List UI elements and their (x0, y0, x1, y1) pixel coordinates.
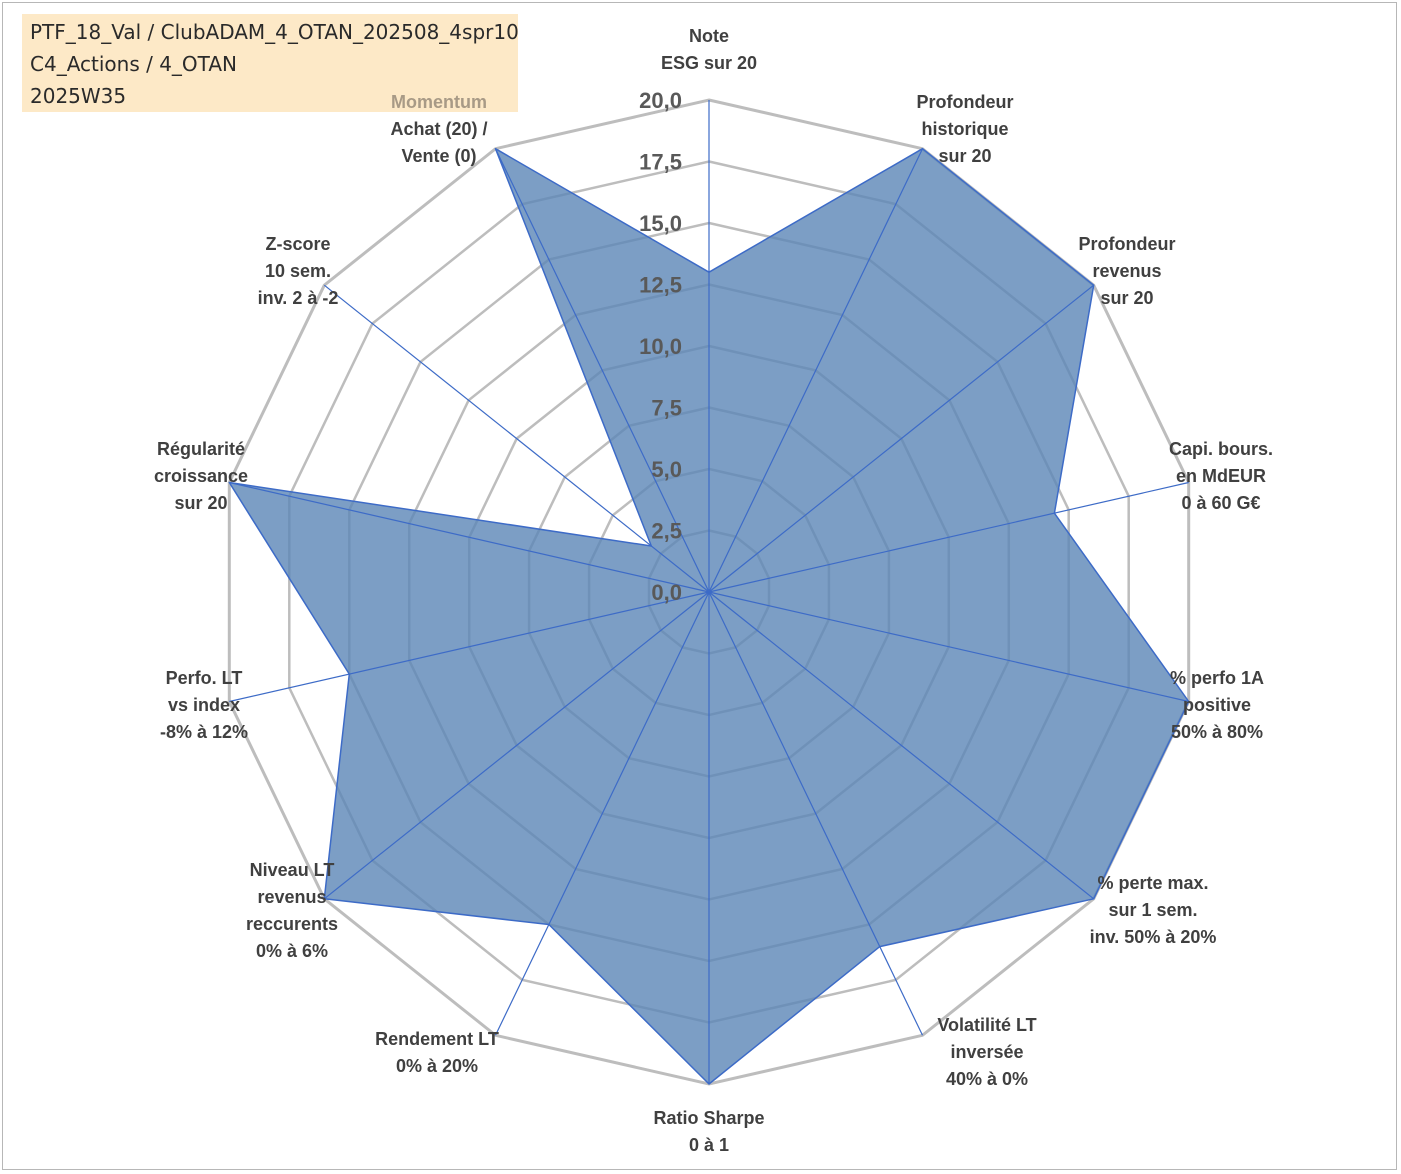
axis-label-line: historique (921, 119, 1008, 139)
axis-label-line: revenus (1092, 261, 1161, 281)
axis-label-line: Régularité (157, 439, 245, 459)
axis-label: Niveau LT revenus reccurents 0% à 6% (246, 860, 338, 961)
axis-label-line: Momentum (391, 92, 487, 112)
axis-label-line: sur 1 sem. (1108, 900, 1197, 920)
radial-tick-label: 0,0 (651, 580, 682, 605)
axis-label-line: % perte max. (1097, 873, 1208, 893)
axis-label-line: vs index (168, 695, 240, 715)
chart-info-box: PTF_18_Val / ClubADAM_4_OTAN_202508_4spr… (22, 14, 519, 112)
axis-label: Note ESG sur 20 (661, 26, 757, 73)
axis-label-line: inversée (950, 1042, 1023, 1062)
radial-spoke (229, 481, 710, 593)
axis-label: % perfo 1A positive 50% à 80% (1170, 668, 1264, 742)
axis-label-line: Achat (20) / (390, 119, 487, 139)
radial-spoke (494, 591, 710, 1036)
axis-label-line: Note (689, 26, 729, 46)
axis-label-line: -8% à 12% (160, 722, 248, 742)
axis-label-line: positive (1183, 695, 1251, 715)
axis-label-line: 0% à 20% (396, 1056, 478, 1076)
axis-label-line: Perfo. LT (166, 668, 243, 688)
axis-label-line: sur 20 (938, 146, 991, 166)
radial-spoke (708, 591, 1189, 703)
axis-label: Rendement LT 0% à 20% (375, 1029, 499, 1076)
radial-spoke (708, 148, 924, 593)
radial-spoke (229, 591, 710, 703)
axis-label: Régularité croissance sur 20 (154, 439, 248, 513)
axis-label-line: croissance (154, 466, 248, 486)
axis-label: Volatilité LT inversée 40% à 0% (937, 1015, 1036, 1089)
axis-label-line: inv. 2 à -2 (258, 288, 339, 308)
axis-label-line: Profondeur (1079, 234, 1176, 254)
axis-label: Ratio Sharpe 0 à 1 (653, 1108, 764, 1155)
radial-spoke (494, 148, 710, 593)
radial-tick-label: 20,0 (639, 88, 682, 113)
axis-label-line: Niveau LT (250, 860, 335, 880)
category-text: C4_Actions / 4_OTAN (30, 52, 237, 76)
axis-label: Momentum Achat (20) / Vente (0) (390, 92, 487, 166)
radial-tick-label: 5,0 (651, 457, 682, 482)
axis-label-line: Vente (0) (401, 146, 476, 166)
radial-tick-label: 2,5 (651, 519, 682, 544)
week-text: 2025W35 (30, 84, 127, 108)
axis-label-line: 0 à 1 (689, 1135, 729, 1155)
axis-label: % perte max. sur 1 sem. inv. 50% à 20% (1090, 873, 1217, 947)
axis-label-line: 50% à 80% (1171, 722, 1263, 742)
axis-label: Z-score 10 sem. inv. 2 à -2 (258, 234, 339, 308)
axis-label-line: revenus (257, 887, 326, 907)
radial-tick-label: 15,0 (639, 211, 682, 236)
axis-label-line: Z-score (265, 234, 330, 254)
radial-spoke (708, 591, 924, 1036)
axis-label-line: 40% à 0% (946, 1069, 1028, 1089)
axis-label-line: Rendement LT (375, 1029, 499, 1049)
axis-label: Perfo. LT vs index -8% à 12% (160, 668, 248, 742)
axis-label-line: reccurents (246, 914, 338, 934)
axis-label-line: % perfo 1A (1170, 668, 1264, 688)
axis-label-line: 0% à 6% (256, 941, 328, 961)
radial-tick-label: 7,5 (651, 396, 682, 421)
axis-label-line: 10 sem. (265, 261, 331, 281)
axis-label-line: sur 20 (1100, 288, 1153, 308)
radial-spoke (708, 481, 1189, 593)
radial-spoke (323, 284, 710, 593)
axis-label-line: Volatilité LT (937, 1015, 1036, 1035)
axis-label-line: Capi. bours. (1169, 439, 1273, 459)
axis-label: Capi. bours. en MdEUR 0 à 60 G€ (1169, 439, 1273, 513)
axis-label: Profondeur historique sur 20 (917, 92, 1014, 166)
radial-spoke (323, 591, 710, 900)
radial-tick-label: 17,5 (639, 150, 682, 175)
axis-label-line: inv. 50% à 20% (1090, 927, 1217, 947)
axis-label-line: Profondeur (917, 92, 1014, 112)
axis-label-line: sur 20 (174, 493, 227, 513)
axis-label-line: ESG sur 20 (661, 53, 757, 73)
radial-tick-label: 10,0 (639, 334, 682, 359)
axis-label-line: Ratio Sharpe (653, 1108, 764, 1128)
axis-label: Profondeur revenus sur 20 (1079, 234, 1176, 308)
portfolio-name-text: PTF_18_Val / ClubADAM_4_OTAN_202508_4spr… (30, 20, 519, 44)
axis-label-line: en MdEUR (1176, 466, 1266, 486)
radial-spoke (708, 591, 1095, 900)
radial-tick-label: 12,5 (639, 273, 682, 298)
radial-spoke (708, 284, 1095, 593)
axis-label-line: 0 à 60 G€ (1181, 493, 1260, 513)
